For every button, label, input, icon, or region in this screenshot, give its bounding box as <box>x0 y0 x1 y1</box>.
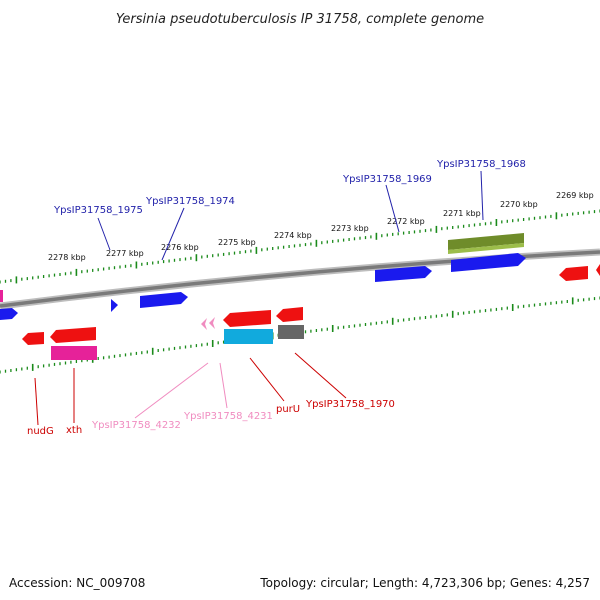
gene-YpsIP31758_1975[interactable] <box>111 299 118 312</box>
gene-features <box>0 233 600 360</box>
gene-label[interactable]: YpsIP31758_4232 <box>91 420 181 431</box>
tick-label: 2272 kbp <box>387 217 425 226</box>
gene-YpsIP31758_1970[interactable] <box>276 307 303 322</box>
gene-YpsIP31758_4232[interactable] <box>201 318 207 330</box>
gene-YpsIP31758_4231[interactable] <box>209 317 215 329</box>
gene-nudG[interactable] <box>22 332 44 345</box>
gene-purU[interactable] <box>223 310 271 327</box>
gene-label[interactable]: YpsIP31758_1974 <box>145 196 235 207</box>
outer-tick-track <box>0 209 600 284</box>
gene-cyan[interactable] <box>224 329 273 344</box>
label-callouts <box>34 170 484 426</box>
topology-text: Topology: circular; Length: 4,723,306 bp… <box>260 576 590 590</box>
gene-YpsIP31758_1969[interactable] <box>375 266 432 282</box>
tick-label: 2278 kbp <box>48 253 86 262</box>
gene-label[interactable]: YpsIP31758_1968 <box>436 159 526 170</box>
gene-YpsIP31758_1968-olive[interactable] <box>448 233 524 254</box>
gene-xth[interactable] <box>50 327 96 343</box>
gene-gray[interactable] <box>278 325 304 339</box>
map-title: Yersinia pseudotuberculosis IP 31758, co… <box>116 12 484 27</box>
tick-label: 2274 kbp <box>274 231 312 240</box>
tick-label: 2270 kbp <box>500 200 538 209</box>
tick-label: 2273 kbp <box>331 224 369 233</box>
gene-labels: YpsIP31758_1975 YpsIP31758_1974 YpsIP317… <box>27 159 526 437</box>
gene-label[interactable]: YpsIP31758_1975 <box>53 205 143 216</box>
tick-label: 2269 kbp <box>556 191 594 200</box>
gene-label[interactable]: YpsIP31758_1969 <box>342 174 432 185</box>
accession-text: Accession: NC_009708 <box>9 576 146 590</box>
gene-right-red[interactable] <box>559 266 588 281</box>
gene-left-blue[interactable] <box>0 308 18 320</box>
tick-label: 2275 kbp <box>218 238 256 247</box>
tick-label: 2276 kbp <box>161 243 199 252</box>
tick-labels: 2278 kbp 2277 kbp 2276 kbp 2275 kbp 2274… <box>48 191 594 262</box>
gene-label[interactable]: YpsIP31758_4231 <box>183 411 273 422</box>
gene-label[interactable]: YpsIP31758_1970 <box>305 399 395 410</box>
gene-left-magenta-edge[interactable] <box>0 290 3 302</box>
gene-magenta[interactable] <box>51 346 97 360</box>
tick-label: 2271 kbp <box>443 209 481 218</box>
gene-label[interactable]: xth <box>66 425 82 436</box>
gene-YpsIP31758_1968-blue[interactable] <box>451 253 526 272</box>
gene-label[interactable]: purU <box>276 404 300 415</box>
tick-label: 2277 kbp <box>106 249 144 258</box>
gene-label[interactable]: nudG <box>27 426 54 437</box>
gene-right-red-edge[interactable] <box>596 264 600 276</box>
gene-YpsIP31758_1974[interactable] <box>140 292 188 308</box>
